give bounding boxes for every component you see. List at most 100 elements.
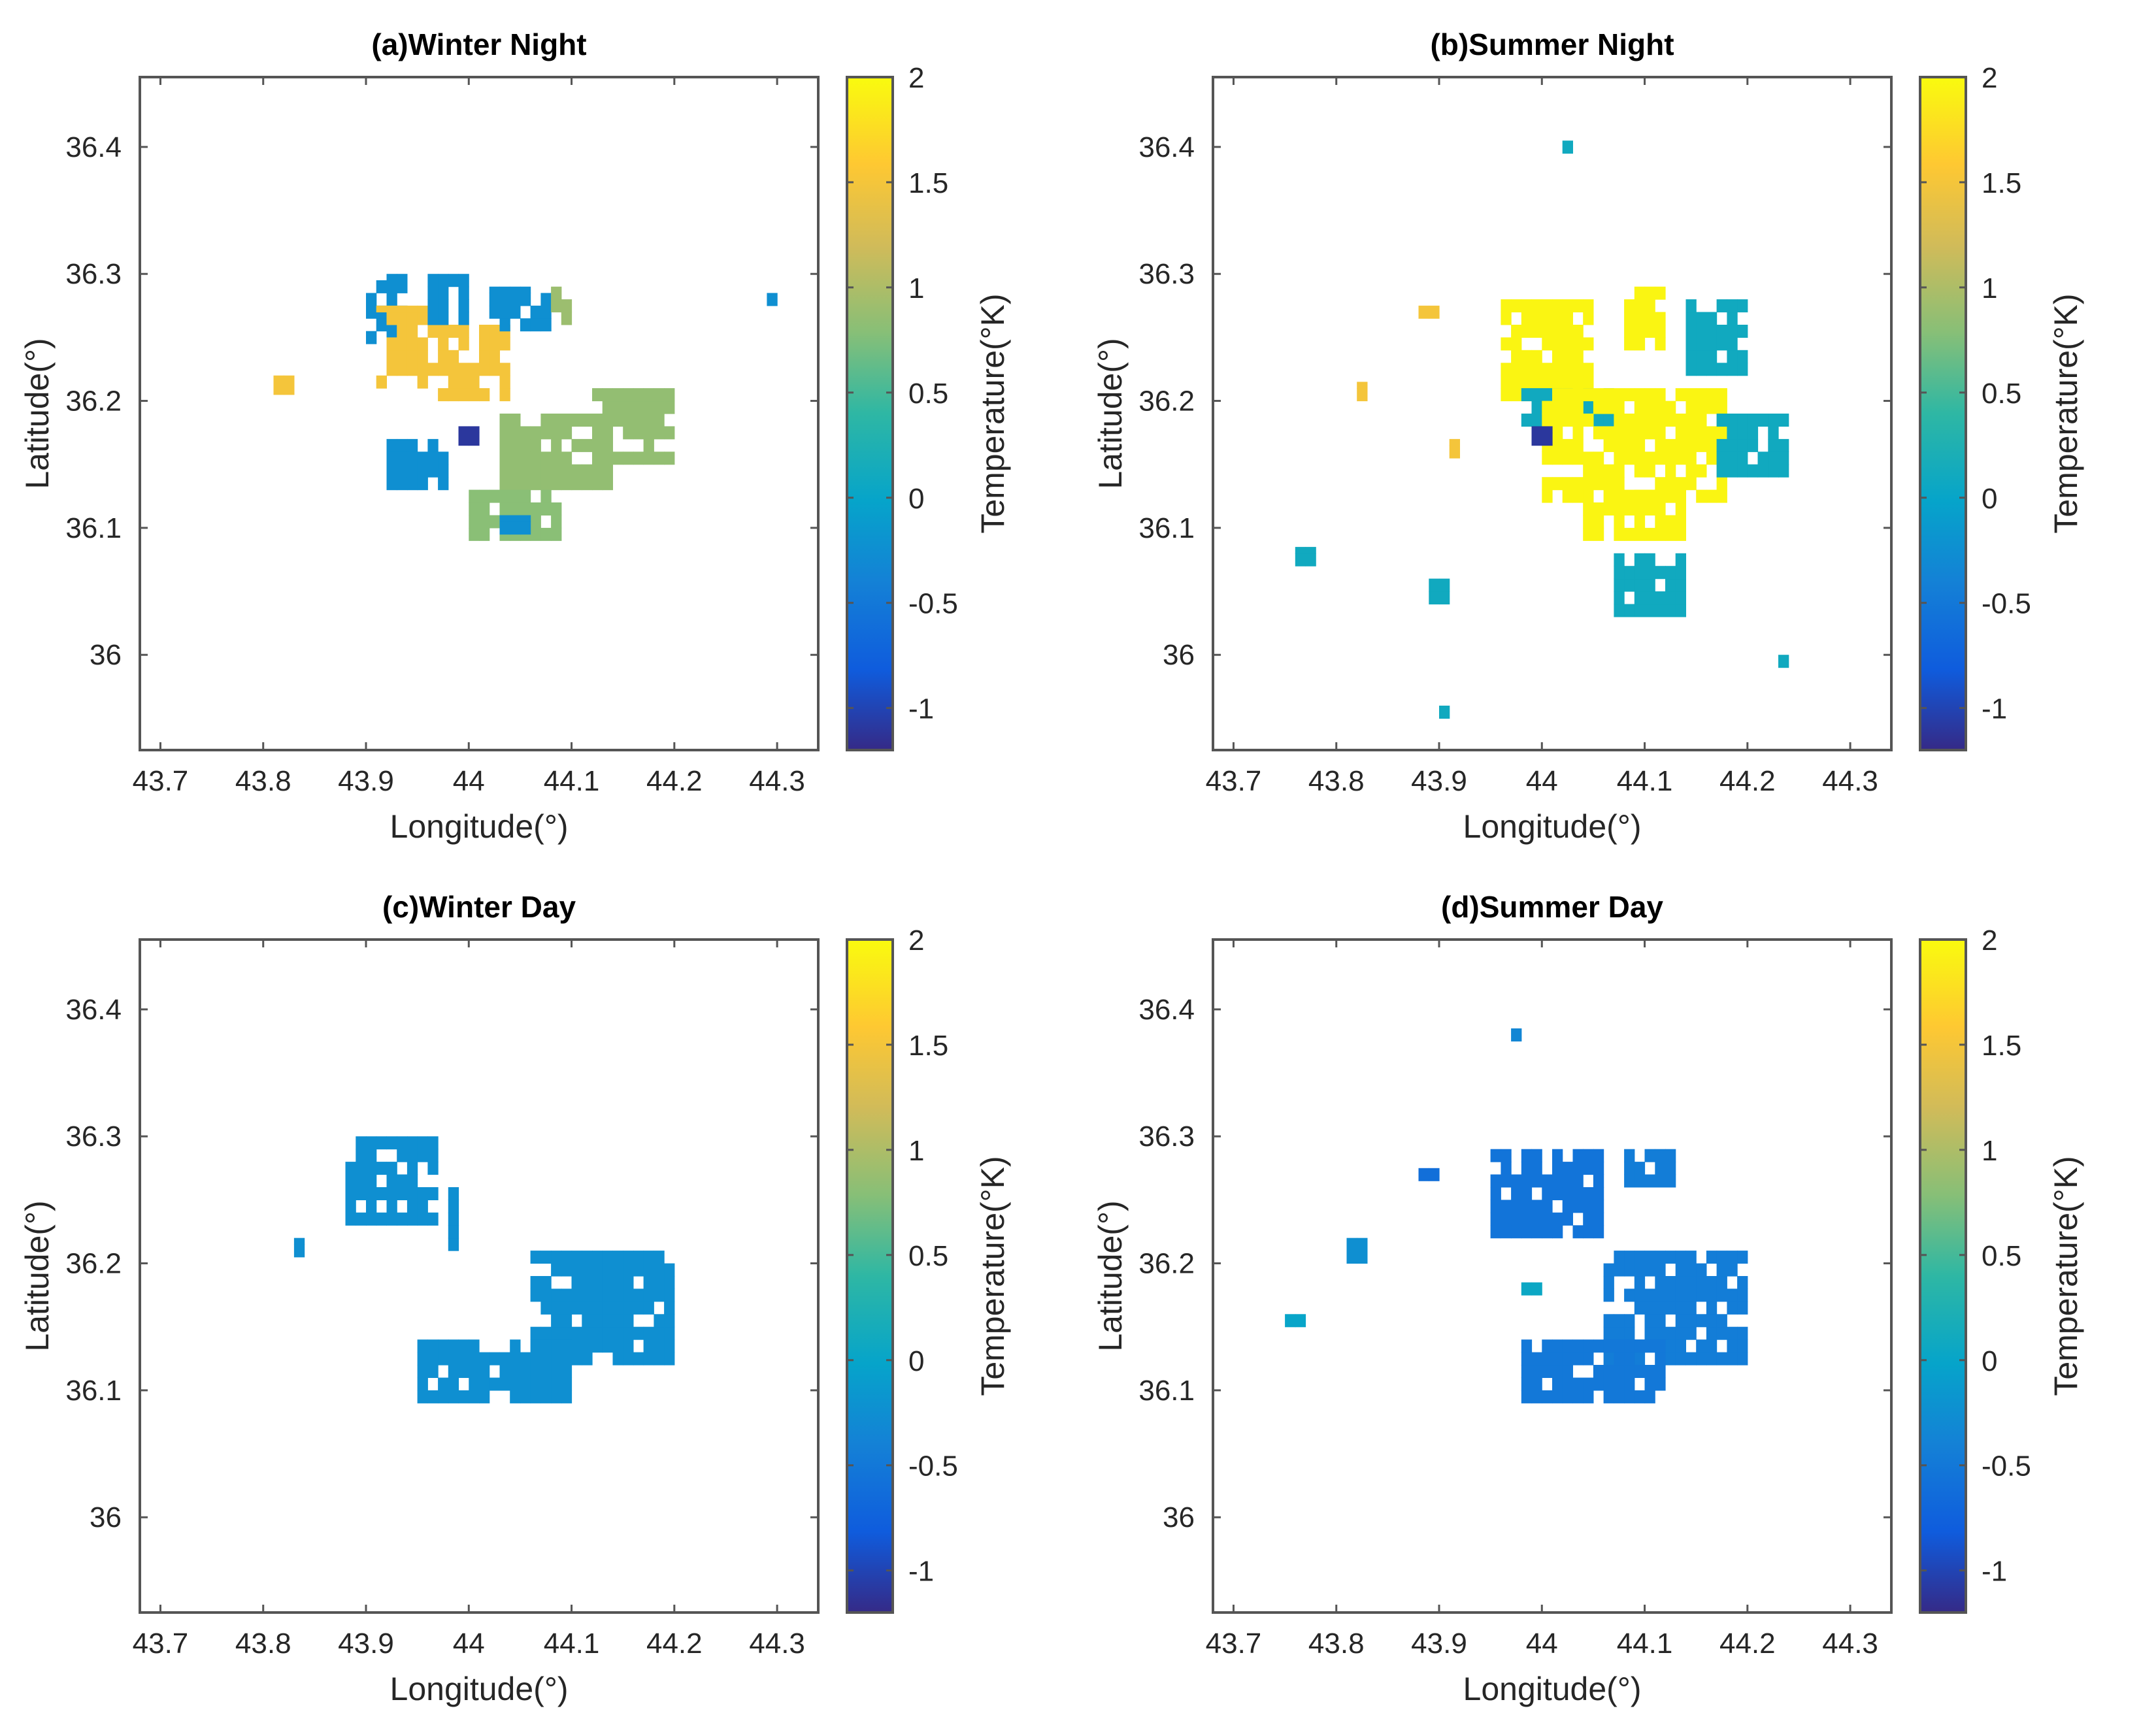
heatmap-cell (1418, 305, 1429, 319)
heatmap-cell (1542, 451, 1553, 465)
heatmap-cell (1634, 1301, 1646, 1315)
plot-area (139, 938, 820, 1614)
heatmap-cell (458, 426, 469, 433)
heatmap-cell (438, 274, 449, 287)
heatmap-cell (654, 401, 665, 414)
heatmap-cell (1685, 438, 1697, 452)
heatmap-cell (510, 414, 521, 427)
heatmap-cell (520, 286, 531, 293)
heatmap-cell (1603, 414, 1614, 427)
heatmap-cell (1562, 1187, 1573, 1200)
heatmap-cell (417, 363, 428, 376)
x-tick-label: 44.3 (1822, 1628, 1878, 1660)
plot-area (139, 76, 820, 751)
heatmap-cell (407, 325, 418, 338)
heatmap-cell (1675, 477, 1686, 491)
heatmap-cell (540, 1288, 552, 1302)
heatmap-cell (561, 1251, 573, 1264)
heatmap-cell (654, 1314, 665, 1328)
heatmap-cell (1603, 401, 1614, 414)
colorbar-tick-label: -1 (1982, 1556, 2007, 1588)
heatmap-cell (1655, 401, 1666, 414)
heatmap-cell (1655, 312, 1666, 325)
heatmap-cell (1501, 1225, 1512, 1239)
colorbar-label: Temperature(°K) (974, 1156, 1011, 1396)
heatmap-cell (623, 1326, 634, 1340)
heatmap-cell (582, 1314, 593, 1328)
heatmap-cell (1655, 1263, 1666, 1277)
heatmap-cell (654, 1263, 665, 1277)
heatmap-cell (1572, 438, 1584, 452)
heatmap-cell (551, 1365, 562, 1378)
heatmap-cells (273, 274, 778, 541)
heatmap-cell (499, 426, 510, 440)
heatmap-cell (1552, 299, 1563, 313)
heatmap-cell (427, 312, 439, 325)
heatmap-cell (1634, 489, 1646, 503)
heatmap-cell (1624, 566, 1635, 580)
heatmap-cell (1295, 547, 1306, 554)
heatmap-cell (1644, 1149, 1655, 1162)
x-tick-label: 44 (453, 1628, 485, 1660)
heatmap-cell (458, 274, 469, 287)
heatmap-cell (664, 388, 675, 402)
heatmap-cell (1768, 464, 1779, 478)
heatmap-cell (1706, 1288, 1718, 1302)
y-tick-label: 36.3 (1138, 258, 1195, 290)
y-tick-label: 36.3 (1138, 1121, 1195, 1153)
heatmap-cell (612, 1314, 623, 1328)
heatmap-cell (1655, 426, 1666, 440)
colorbar-tick-label: 1.5 (1982, 167, 2021, 199)
heatmap-cell (1511, 1174, 1522, 1188)
heatmap-cell (1562, 1352, 1573, 1366)
heatmap-cell (1644, 1390, 1655, 1403)
heatmap-cell (551, 438, 562, 452)
heatmap-cell (582, 464, 593, 478)
heatmap-cell (1542, 375, 1553, 389)
heatmap-cell (1614, 426, 1625, 440)
heatmap-cell (1295, 553, 1306, 566)
heatmap-cell (1634, 426, 1646, 440)
heatmap-cell (427, 363, 439, 376)
heatmap-cell (499, 464, 510, 478)
heatmap-cell (1449, 445, 1460, 459)
heatmap-cell (551, 1352, 562, 1366)
heatmap-cell (1583, 1200, 1594, 1213)
y-tick-label: 36 (90, 639, 122, 671)
heatmap-cell (1747, 414, 1759, 427)
heatmap-cell (664, 426, 675, 440)
heatmap-cell (530, 318, 541, 332)
heatmap-cell (623, 1301, 634, 1315)
heatmap-cell (1614, 1263, 1625, 1277)
heatmap-cell (499, 1352, 510, 1366)
heatmap-cell (1346, 1237, 1357, 1251)
heatmap-cell (1593, 414, 1604, 427)
heatmap-cell (592, 438, 603, 452)
heatmap-cell (417, 305, 428, 313)
heatmap-cell (1593, 527, 1604, 541)
heatmap-cell (540, 293, 552, 306)
heatmap-cell (540, 1390, 552, 1403)
heatmap-cell (1521, 1282, 1533, 1296)
heatmap-cell (489, 286, 500, 293)
heatmap-cell (1665, 604, 1676, 617)
colorbar-tick-label: 1.5 (908, 1030, 948, 1062)
heatmap-cell (1531, 1352, 1542, 1366)
heatmap-cell (1357, 1251, 1368, 1264)
heatmap-cell (1562, 477, 1573, 491)
heatmap-cell (1696, 464, 1707, 478)
heatmap-cell (386, 438, 397, 452)
heatmap-cell (623, 1251, 634, 1264)
heatmap-cell (499, 1377, 510, 1391)
heatmap-cell (1562, 1212, 1573, 1226)
heatmap-cell (1562, 325, 1573, 338)
heatmap-cell (530, 477, 541, 491)
heatmap-cell (530, 1377, 541, 1391)
heatmap-cell (1624, 1251, 1635, 1264)
heatmap-cell (1614, 502, 1625, 516)
heatmap-cell (1614, 489, 1625, 503)
heatmap-cell (1655, 325, 1666, 338)
heatmap-cell (1572, 1187, 1584, 1200)
heatmap-cell (520, 1390, 531, 1403)
heatmap-cell (1572, 350, 1584, 363)
